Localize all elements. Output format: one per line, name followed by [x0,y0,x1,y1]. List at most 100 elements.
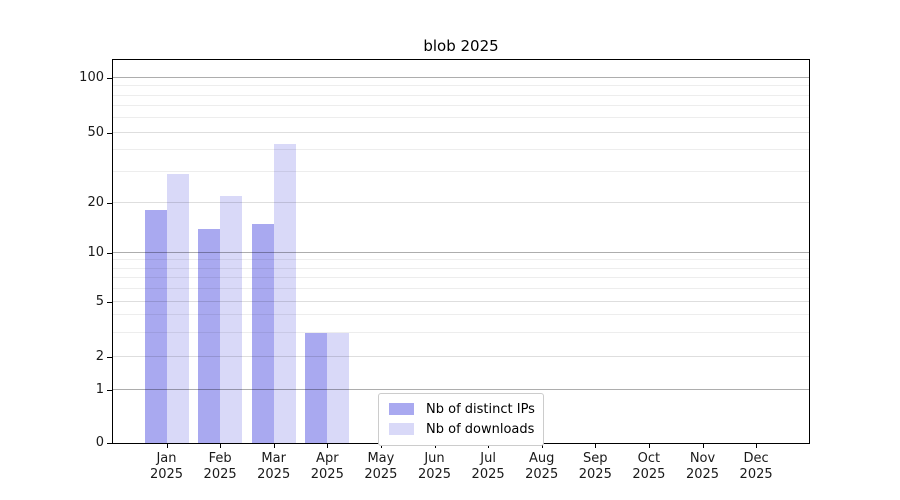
x-tick-month: Jul [480,451,496,466]
legend-label-distinct-ips: Nb of distinct IPs [426,401,535,417]
x-tick-label-dec: Dec 2025 [724,451,788,483]
x-tick-month: Aug [528,451,555,466]
x-tick-year: 2025 [739,467,773,482]
bar-apr-series0 [305,332,328,443]
bar-jan-series1 [166,174,189,443]
gridline-1 [113,389,809,391]
y-tick-label-5: 5 [95,294,104,310]
gridline-4 [113,314,809,316]
bar-feb-series0 [198,228,221,443]
x-tick-mark-oct [648,444,650,448]
x-tick-month: Jan [156,451,177,466]
x-tick-mark-jun [434,444,436,448]
gridline-5 [113,301,809,303]
x-tick-year: 2025 [685,467,720,482]
gridline-7 [113,277,809,279]
legend: Nb of distinct IPs Nb of downloads [378,393,544,446]
x-tick-year: 2025 [310,467,344,482]
x-tick-mark-sep [595,444,597,448]
x-tick-year: 2025 [364,467,398,482]
x-tick-label-apr: Apr 2025 [295,451,359,483]
legend-label-downloads: Nb of downloads [426,421,535,437]
x-tick-year: 2025 [149,467,184,482]
gridline-80 [113,94,809,96]
y-tick-label-20: 20 [87,194,104,210]
legend-row-downloads: Nb of downloads [389,419,535,439]
gridline-40 [113,148,809,150]
x-tick-month: Nov [689,451,716,466]
y-tick-label-1: 1 [95,382,104,398]
x-tick-label-nov: Nov 2025 [671,451,735,483]
y-tick-label-100: 100 [79,70,104,85]
x-tick-mark-nov [702,444,704,448]
x-tick-month: Oct [637,451,661,466]
x-tick-mark-jul [488,444,490,448]
x-tick-label-mar: Mar 2025 [242,451,306,483]
chart-title: blob 2025 [423,37,499,55]
x-tick-mark-feb [220,444,222,448]
x-tick-year: 2025 [257,467,291,482]
y-tick-mark-0 [107,443,112,444]
x-tick-month: Mar [261,451,286,466]
x-tick-mark-apr [327,444,329,448]
legend-row-distinct-ips: Nb of distinct IPs [389,399,535,419]
x-tick-year: 2025 [417,467,452,482]
gridline-30 [113,170,809,172]
gridline-6 [113,288,809,290]
gridline-20 [113,201,809,203]
x-tick-year: 2025 [525,467,559,482]
x-tick-mark-jan [166,444,168,448]
bar-feb-series1 [220,195,243,443]
x-tick-year: 2025 [471,467,505,482]
y-tick-label-0: 0 [95,435,104,450]
x-tick-label-may: May 2025 [349,451,413,483]
x-tick-label-sep: Sep 2025 [563,451,627,483]
x-tick-month: Dec [743,451,769,466]
plot-area [112,59,810,444]
x-tick-month: May [367,451,395,466]
y-tick-label-50: 50 [87,124,104,140]
x-tick-mark-aug [541,444,543,448]
x-tick-month: Jun [424,451,445,466]
x-tick-label-jan: Jan 2025 [135,451,199,483]
gridline-100 [113,77,809,78]
x-tick-label-jun: Jun 2025 [403,451,467,483]
x-tick-month: Feb [208,451,232,466]
y-tick-mark-10 [107,253,112,254]
bar-jan-series0 [144,210,167,443]
gridline-90 [113,85,809,87]
x-tick-year: 2025 [578,467,612,482]
bar-mar-series0 [251,223,274,443]
y-tick-label-2: 2 [95,348,104,364]
gridline-3 [113,331,809,333]
y-tick-mark-2 [107,356,112,358]
y-tick-mark-100 [107,78,112,79]
y-tick-mark-1 [107,390,112,392]
y-tick-mark-50 [107,132,112,134]
gridline-10 [113,252,809,253]
y-tick-mark-5 [107,302,112,304]
x-tick-label-feb: Feb 2025 [188,451,252,483]
x-tick-month: Apr [316,451,339,466]
gridline-2 [113,355,809,357]
x-tick-label-aug: Aug 2025 [510,451,574,483]
y-tick-label-10: 10 [87,245,104,260]
x-tick-month: Sep [583,451,608,466]
x-tick-mark-mar [273,444,275,448]
x-tick-year: 2025 [203,467,237,482]
gridline-70 [113,105,809,107]
x-tick-mark-dec [756,444,758,448]
x-tick-mark-may [380,444,382,448]
gridline-60 [113,117,809,119]
y-tick-mark-20 [107,202,112,204]
bar-apr-series1 [327,332,350,443]
legend-swatch-distinct-ips [389,403,414,415]
x-tick-label-jul: Jul 2025 [456,451,520,483]
gridline-8 [113,267,809,269]
x-tick-year: 2025 [632,467,666,482]
gridline-9 [113,259,809,261]
gridline-50 [113,131,809,133]
legend-swatch-downloads [389,423,414,435]
bar-mar-series1 [273,144,296,443]
